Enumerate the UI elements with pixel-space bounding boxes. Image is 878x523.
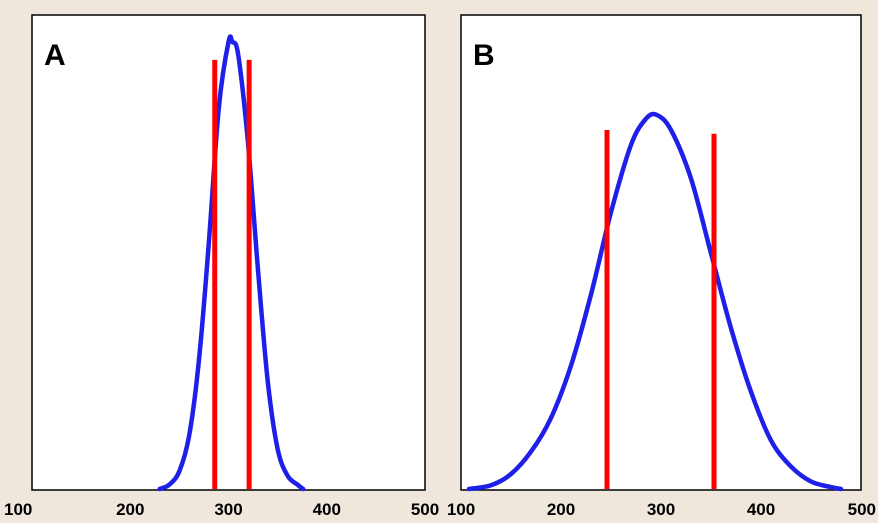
x-tick-label: 200 xyxy=(116,500,144,519)
x-tick-label: 300 xyxy=(214,500,242,519)
x-tick-label: 500 xyxy=(411,500,439,519)
x-tick-label: 200 xyxy=(547,500,575,519)
plot-marks xyxy=(157,34,306,492)
x-tick-label: 500 xyxy=(848,500,876,519)
panel-label: A xyxy=(44,39,66,72)
x-tick-label: 300 xyxy=(647,500,675,519)
x-tick-label: 400 xyxy=(313,500,341,519)
x-axis-ticks: 100 200 300 400 500 xyxy=(447,500,876,519)
density-curve xyxy=(466,111,844,492)
panel-a: A 100 200 300 400 500 xyxy=(4,14,439,519)
x-tick-label: 400 xyxy=(747,500,775,519)
x-tick-label: 100 xyxy=(4,500,32,519)
x-axis-ticks: 100 200 300 400 500 xyxy=(4,500,439,519)
panel-b: B 100 200 300 400 500 xyxy=(447,14,876,519)
x-tick-label: 100 xyxy=(447,500,475,519)
density-curve xyxy=(157,34,306,492)
plot-frame xyxy=(31,14,426,491)
plot-frame xyxy=(460,14,862,491)
plot-marks xyxy=(466,111,844,492)
panel-label: B xyxy=(473,39,495,72)
